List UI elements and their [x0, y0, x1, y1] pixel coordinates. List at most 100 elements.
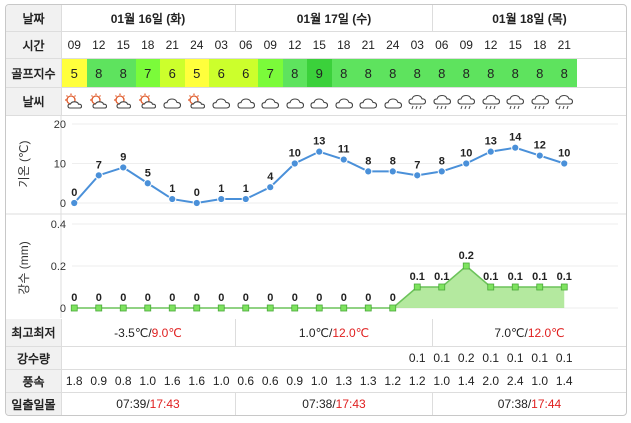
- rain-data-label: 0: [71, 292, 77, 304]
- day3-min: 7.0℃: [494, 325, 525, 340]
- time-label: 시간: [6, 32, 62, 58]
- rain-cloud-icon: [552, 88, 577, 115]
- rain-data-label: 0: [365, 292, 371, 304]
- day2-minmax: 1.0℃/12.0℃: [298, 325, 370, 340]
- wind-row: 풍속 1.8 0.9 0.8 1.0 1.6 1.6 1.0 0.6 0.6 0.9 1.0 1.3 1…: [6, 370, 626, 393]
- wind-cell: 1.0: [212, 374, 230, 388]
- rain-point: [511, 283, 519, 291]
- rain-data-label: 0: [341, 292, 347, 304]
- rain-data-label: 0.1: [410, 271, 425, 283]
- golf-index-cell: 7: [135, 59, 161, 87]
- temp-data-label: 0: [194, 187, 200, 199]
- wind-cell: 1.0: [531, 374, 549, 388]
- temp-point: [388, 167, 397, 176]
- hour-cell: 15: [508, 38, 522, 52]
- day2-sunset: 17:43: [335, 397, 366, 411]
- temp-data-label: 10: [460, 148, 472, 160]
- rain-point: [340, 304, 348, 312]
- precip-cell: [185, 347, 210, 369]
- temp-point: [364, 167, 373, 176]
- temp-data-label: 7: [414, 159, 420, 171]
- hour-cell: 15: [312, 38, 326, 52]
- temp-tick-label: 20: [54, 119, 66, 131]
- precip-cell: [160, 347, 185, 369]
- hour-cell: 24: [190, 38, 204, 52]
- weather-row: 날씨: [6, 88, 626, 116]
- wind-cell: 0.9: [286, 374, 304, 388]
- rain-cloud-icon: [528, 88, 553, 115]
- golf-index-cell: 7: [258, 59, 284, 87]
- hour-cell: 24: [386, 38, 400, 52]
- wind-cell: 0.8: [114, 374, 132, 388]
- rain-cloud-icon: [405, 88, 430, 115]
- rain-point: [242, 304, 250, 312]
- temp-data-label: 7: [96, 159, 102, 171]
- cloud-icon: [283, 88, 308, 115]
- rain-point: [364, 304, 372, 312]
- precip-cell: 0.1: [433, 351, 451, 365]
- rain-data-label: 0.1: [532, 271, 547, 283]
- golf-index-cell: 6: [160, 59, 186, 87]
- rain-area: [74, 266, 565, 308]
- temp-data-label: 0: [71, 187, 77, 199]
- temp-data-label: 1: [218, 183, 224, 195]
- wind-cell: 0.6: [237, 374, 255, 388]
- day1-minmax: -3.5℃/9.0℃: [114, 325, 182, 340]
- temp-point: [143, 179, 152, 188]
- temp-data-label: 11: [338, 144, 350, 156]
- rain-data-label: 0: [267, 292, 273, 304]
- temp-point: [315, 147, 324, 156]
- golf-index-cell: 8: [282, 59, 308, 87]
- temp-data-label: 13: [313, 136, 325, 148]
- temp-tick-label: 10: [54, 159, 66, 171]
- wind-cell: 1.4: [457, 374, 475, 388]
- wind-cell: 0.6: [261, 374, 279, 388]
- hour-cell: 21: [557, 38, 571, 52]
- precip-cell: [307, 347, 332, 369]
- temp-point: [535, 151, 544, 160]
- rain-data-label: 0: [194, 292, 200, 304]
- golf-index-cell: 8: [478, 59, 504, 87]
- sun-cloud-icon: [136, 88, 161, 115]
- cloud-icon: [258, 88, 283, 115]
- rain-point: [193, 304, 201, 312]
- hour-cell: 12: [484, 38, 498, 52]
- cloud-icon: [234, 88, 259, 115]
- day1-sunset: 17:43: [149, 397, 180, 411]
- wind-cell: 1.2: [384, 374, 402, 388]
- golf-index-cell: 8: [380, 59, 406, 87]
- hour-cell: 18: [337, 38, 351, 52]
- wind-cell: 1.4: [555, 374, 573, 388]
- precip-cell: 0.1: [408, 351, 426, 365]
- sun-cloud-icon: [62, 88, 87, 115]
- wind-cell: 1.3: [335, 374, 353, 388]
- precip-cell: [87, 347, 112, 369]
- wind-cell: 1.8: [65, 374, 83, 388]
- rain-data-label: 0: [316, 292, 322, 304]
- rain-cloud-icon: [503, 88, 528, 115]
- temp-point: [511, 143, 520, 152]
- hour-cell: 03: [214, 38, 228, 52]
- golf-index-cell: 9: [307, 59, 333, 87]
- rain-point: [119, 304, 127, 312]
- temp-data-label: 9: [120, 151, 126, 163]
- rain-point: [487, 283, 495, 291]
- temp-point: [119, 163, 128, 172]
- golf-index-cell: 8: [331, 59, 357, 87]
- sun-row: 일출일몰 07:39/17:43 07:38/17:43 07:38/17:44: [6, 393, 626, 415]
- rain-axis-label: 강수 (mm): [17, 241, 31, 294]
- golf-index-cell: 5: [62, 59, 88, 87]
- day2-sunrise: 07:38: [302, 397, 333, 411]
- precipitation-chart: 00.20.40 0 0 0 0 0 0 0 0 0 0 0 0 00.1 0.10.20.1 0.1 0.1 0…: [51, 219, 618, 315]
- rain-data-label: 0: [145, 292, 151, 304]
- temp-data-label: 4: [267, 171, 274, 183]
- rain-point: [217, 304, 225, 312]
- rain-data-label: 0: [169, 292, 175, 304]
- day3-max: 12.0℃: [527, 325, 565, 340]
- precip-label: 강수량: [6, 347, 62, 369]
- precip-cell: [332, 347, 357, 369]
- rain-cloud-icon: [479, 88, 504, 115]
- golf-index-cell: 6: [233, 59, 259, 87]
- date-row: 날짜 01월 16일 (화) 01월 17일 (수) 01월 18일 (목): [6, 5, 626, 32]
